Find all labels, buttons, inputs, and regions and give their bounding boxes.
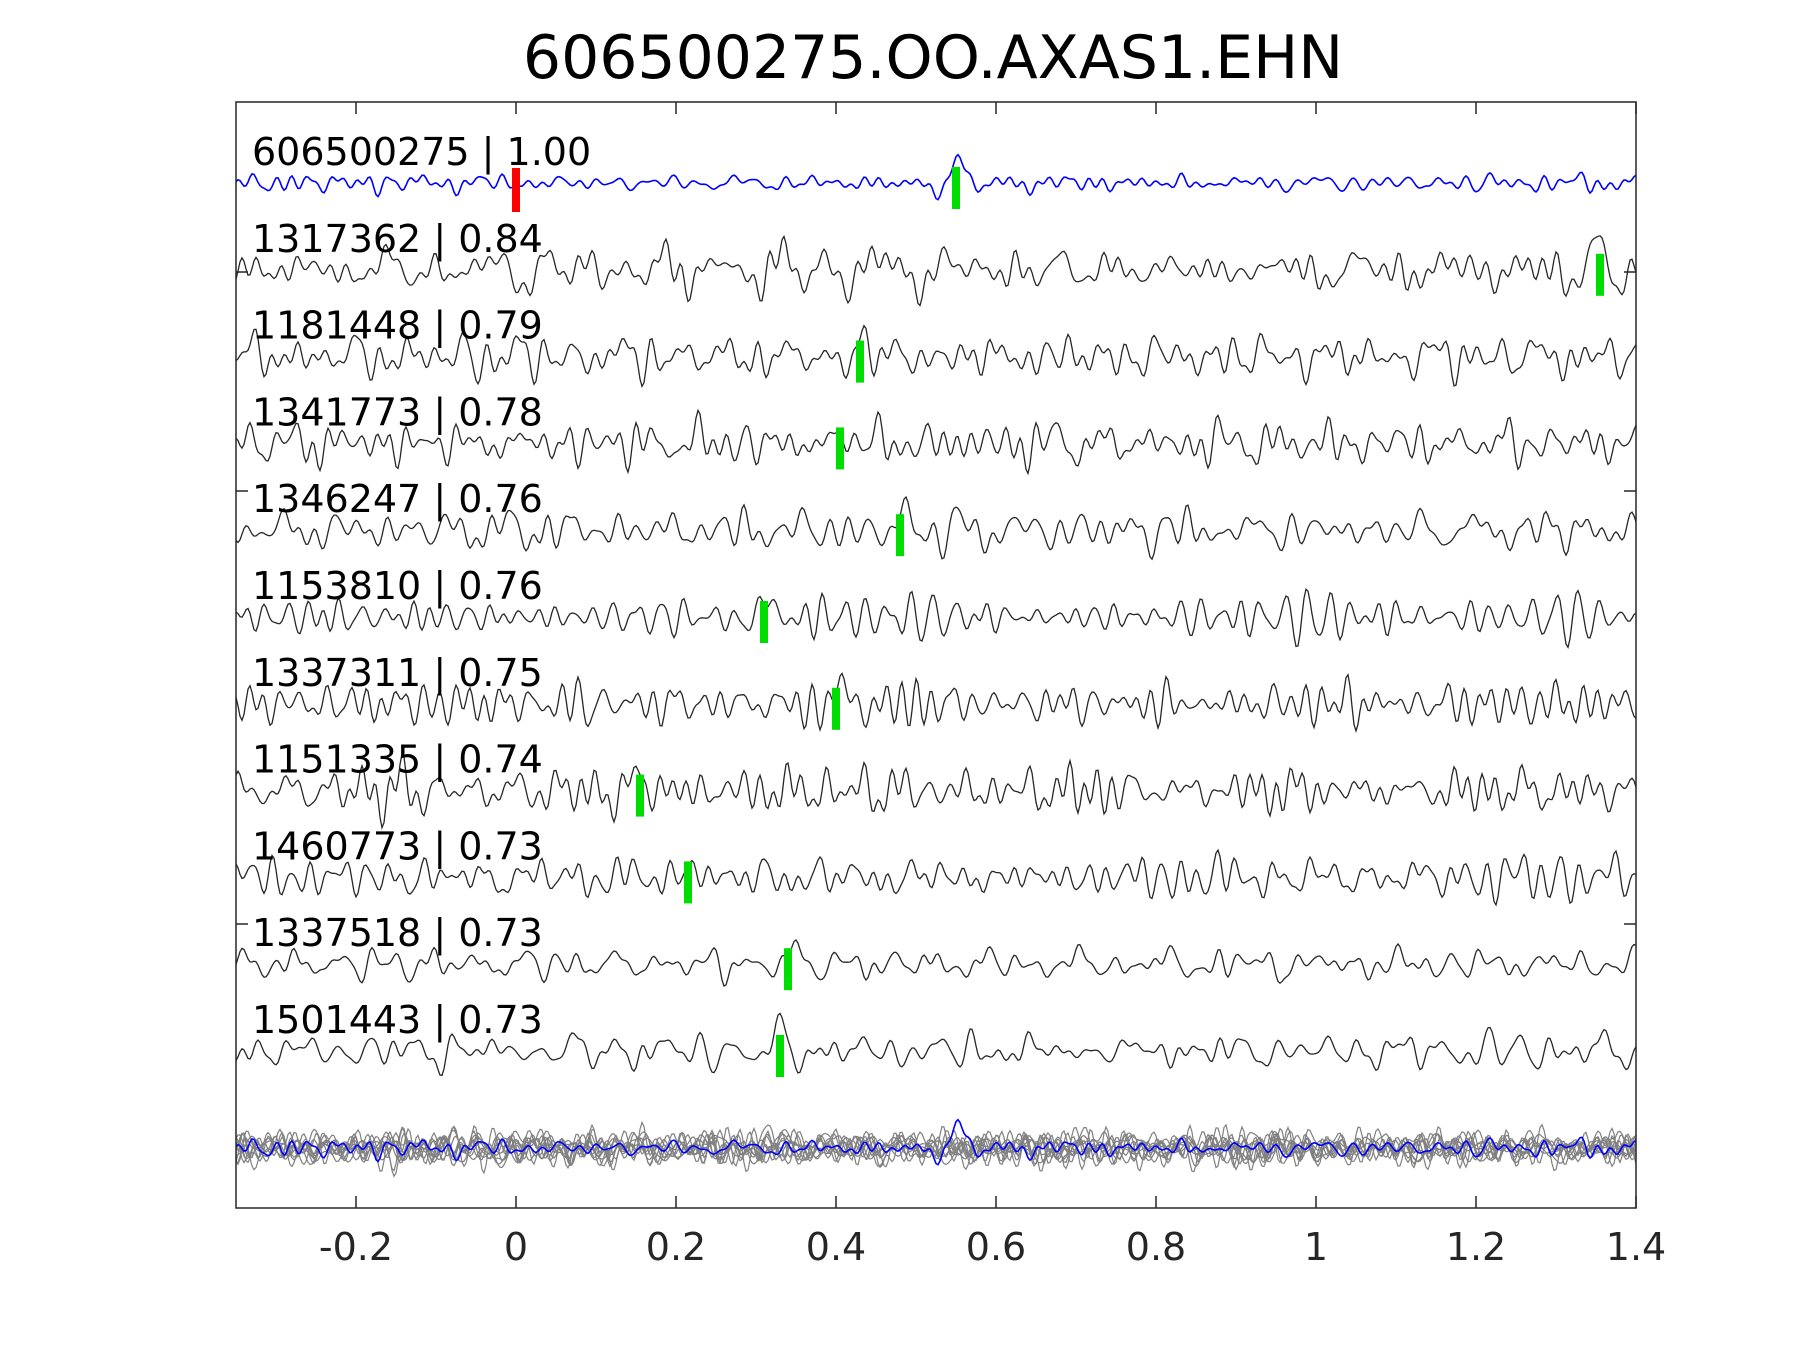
x-tick-label-1: 0 [504,1225,528,1269]
x-tick-label-2: 0.2 [646,1225,706,1269]
trace-label-1: 1317362 | 0.84 [252,217,543,262]
stack-overlay [235,1118,1637,1178]
trace-line-3 [235,408,1637,476]
pick-marker-0 [952,167,960,209]
stack-trace-6 [235,1126,1637,1169]
x-axis: -0.2 0 0.2 0.4 0.6 0.8 1 1.2 1.4 [236,102,1666,1269]
trace-line-10 [235,1012,1637,1077]
x-tick-label-6: 1 [1304,1225,1328,1269]
trace-label-8: 1460773 | 0.73 [252,824,543,869]
trace-line-9 [235,939,1637,987]
trace-line-0 [235,153,1637,201]
pick-markers [512,167,1604,1077]
trace-line-8 [235,848,1637,907]
trace-label-0: 606500275 | 1.00 [252,130,591,175]
pick-marker-4 [896,514,904,557]
trace-label-10: 1501443 | 0.73 [252,998,543,1043]
trace-line-6 [235,672,1637,734]
trace-label-9: 1337518 | 0.73 [252,911,543,956]
plot-frame [235,101,1637,1209]
trace-label-3: 1341773 | 0.78 [252,390,543,435]
x-tick-label-7: 1.2 [1446,1225,1506,1269]
pick-marker-7 [636,774,644,817]
trace-line-7 [235,751,1637,831]
x-tick-label-0: -0.2 [319,1225,393,1269]
stack-reference-trace [235,1118,1637,1166]
pick-marker-10 [776,1035,784,1077]
pick-marker-1 [1596,253,1604,296]
traces-group [235,153,1637,1077]
trace-label-4: 1346247 | 0.76 [252,477,543,522]
pick-marker-5 [760,601,768,643]
x-tick-label-8: 1.4 [1606,1225,1666,1269]
x-tick-label-4: 0.6 [966,1225,1026,1269]
trace-label-2: 1181448 | 0.79 [252,304,543,349]
trace-line-4 [235,495,1637,561]
chart-title: 606500275.OO.AXAS1.EHN [523,23,1343,93]
trace-label-6: 1337311 | 0.75 [252,651,543,696]
pick-marker-8 [684,861,692,904]
x-tick-label-5: 0.8 [1126,1225,1186,1269]
pick-marker-6 [832,687,840,730]
x-tick-label-3: 0.4 [806,1225,866,1269]
pick-marker-2 [856,340,864,383]
trace-labels: 606500275 | 1.00 1317362 | 0.84 1181448 | … [252,130,591,1043]
pick-marker-9 [784,948,792,991]
trace-label-7: 1151335 | 0.74 [252,738,543,783]
trace-line-1 [235,234,1637,307]
trace-line-2 [235,324,1637,389]
trace-label-5: 1153810 | 0.76 [252,564,543,609]
trace-line-5 [235,588,1637,649]
reference-marker [512,168,520,212]
pick-marker-3 [836,427,844,470]
